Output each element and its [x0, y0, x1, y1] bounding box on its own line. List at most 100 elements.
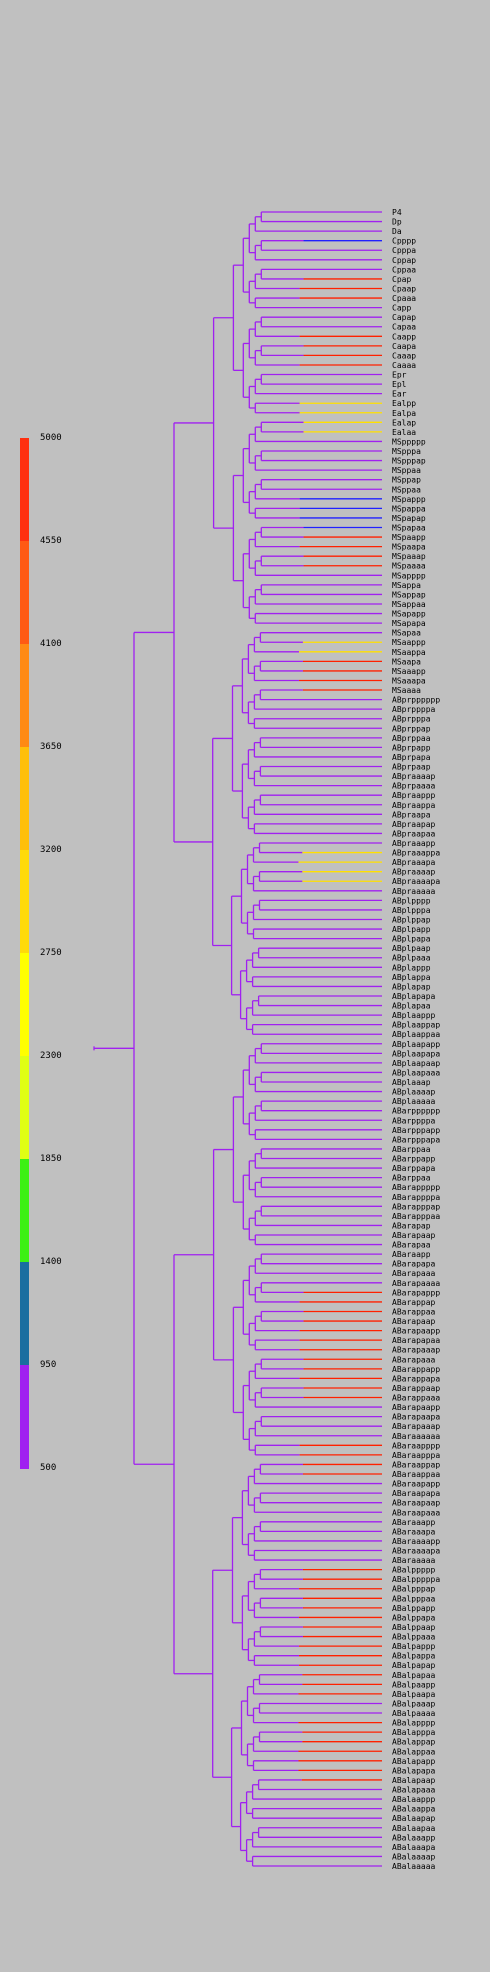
cell-label: ABplapaa: [392, 1002, 431, 1011]
cell-label: ABplaappap: [392, 1021, 440, 1030]
cell-label: ABarapaaap: [392, 1422, 440, 1431]
cell-label: ABalppaaa: [392, 1633, 436, 1642]
cell-label: ABarppaa: [392, 1174, 431, 1183]
cell-label: ABarapaaap: [392, 1346, 440, 1355]
cell-label: ABalaapap: [392, 1814, 436, 1823]
cell-label: ABplaaaaa: [392, 1097, 436, 1106]
cell-label: ABplappp: [392, 963, 431, 972]
cell-label: ABprpaaaa: [392, 782, 436, 791]
cell-label: ABarppaa: [392, 1145, 431, 1154]
cell-label: Capaa: [392, 323, 416, 332]
cell-label: ABprpapp: [392, 743, 431, 752]
cell-label: ABprpppppp: [392, 696, 440, 705]
cell-label: ABalapaap: [392, 1776, 436, 1785]
cell-label: ABaraaaapp: [392, 1537, 440, 1546]
cell-label: Capp: [392, 304, 411, 313]
cell-label: MSpaaap: [392, 552, 426, 561]
cell-label: ABalpapap: [392, 1661, 436, 1670]
cell-label: ABalappap: [392, 1738, 436, 1747]
cell-label: ABalppaap: [392, 1623, 436, 1632]
cell-label: Epr: [392, 371, 407, 380]
cell-label: MSpaapp: [392, 533, 426, 542]
cell-label: ABplapapa: [392, 992, 436, 1001]
cell-label: MSaaapp: [392, 667, 426, 676]
cell-label: ABplpppp: [392, 896, 431, 905]
cell-label: ABplaapaap: [392, 1059, 440, 1068]
cell-label: ABarppapa: [392, 1164, 436, 1173]
cell-label: ABpraaaapa: [392, 877, 440, 886]
cell-label: ABpraaaap: [392, 772, 436, 781]
cell-label: ABalaappp: [392, 1795, 436, 1804]
cell-label: ABalaaaap: [392, 1852, 436, 1861]
cell-label: ABarapaaa: [392, 1269, 436, 1278]
cell-label: ABplaapapa: [392, 1049, 440, 1058]
cell-label: MSaapa: [392, 657, 421, 666]
cell-label: ABarapap: [392, 1221, 431, 1230]
cell-label: MSaappp: [392, 638, 426, 647]
color-scale-legend: 5000 4550 4100 3650 3200 2750 2300 1850 1400 950 5…: [0, 0, 80, 1972]
cell-label: MSpppap: [392, 457, 426, 466]
cell-label: ABalpappa: [392, 1652, 436, 1661]
cell-label: MSapppp: [392, 571, 426, 580]
cell-label: ABalapaaa: [392, 1786, 436, 1795]
cell-label: ABplaappaa: [392, 1030, 440, 1039]
cell-label: ABplaapaaa: [392, 1068, 440, 1077]
cell-label: ABaraaaaaa: [392, 1432, 440, 1441]
cell-label: ABplaaaap: [392, 1088, 436, 1097]
cell-label: ABpraaappa: [392, 849, 440, 858]
cell-label: ABprppap: [392, 724, 431, 733]
legend-color-band: [20, 1262, 29, 1366]
legend-tick-label: 500: [40, 1463, 57, 1473]
cell-label: ABpraappp: [392, 791, 436, 800]
cell-label: ABarapaaaa: [392, 1279, 440, 1288]
cell-label: ABalpppppa: [392, 1575, 440, 1584]
cell-label: ABplpapa: [392, 935, 431, 944]
cell-label: ABalppapp: [392, 1604, 436, 1613]
cell-label: Caapa: [392, 342, 416, 351]
cell-label: MSpapap: [392, 514, 426, 523]
cell-label: MSappa: [392, 581, 421, 590]
legend-color-band: [20, 1056, 29, 1160]
cell-label: ABalapapp: [392, 1757, 436, 1766]
legend-tick-label: 2750: [40, 948, 62, 958]
cell-label: ABplppap: [392, 915, 431, 924]
cell-label: ABaraaaaa: [392, 1556, 436, 1565]
legend-color-band: [20, 438, 29, 542]
cell-label: ABarapppaa: [392, 1212, 440, 1221]
cell-label: Epl: [392, 380, 407, 389]
cell-label: ABpraaaap: [392, 868, 436, 877]
cell-label: ABalapapa: [392, 1766, 436, 1775]
cell-label: Ealaa: [392, 428, 416, 437]
cell-label: MSpappa: [392, 504, 426, 513]
cell-label: ABarapaap: [392, 1317, 436, 1326]
cell-label: ABarappaap: [392, 1384, 440, 1393]
cell-label: Cpaaa: [392, 294, 416, 303]
legend-tick-label: 1400: [40, 1257, 62, 1267]
cell-label: ABalaaaaa: [392, 1862, 436, 1871]
cell-label: ABarapaapp: [392, 1327, 440, 1336]
cell-label: ABpraaapp: [392, 839, 436, 848]
cell-label: MSaaapa: [392, 676, 426, 685]
cell-label: MSppaa: [392, 466, 421, 475]
cell-label: MSpappp: [392, 495, 426, 504]
legend-color-band: [20, 1159, 29, 1263]
cell-label: P4: [392, 208, 402, 217]
cell-label: Dp: [392, 218, 402, 227]
legend-color-band: [20, 1365, 29, 1469]
cell-label: ABarapaap: [392, 1231, 436, 1240]
cell-label: ABarappapa: [392, 1374, 440, 1383]
cell-label: ABarappaa: [392, 1307, 436, 1316]
cell-label: ABalaaapp: [392, 1833, 436, 1842]
cell-label: MSaappa: [392, 648, 426, 657]
cell-label: ABpraapa: [392, 810, 431, 819]
cell-label: ABarappppa: [392, 1193, 440, 1202]
cell-label: Cppaa: [392, 265, 416, 274]
cell-label: ABarapapa: [392, 1260, 436, 1269]
cell-label: Cpppa: [392, 246, 416, 255]
cell-label: ABprpapa: [392, 753, 431, 762]
cell-label: ABaraapp: [392, 1250, 431, 1259]
cell-label: ABalpaaaa: [392, 1709, 436, 1718]
cell-label: ABalpappp: [392, 1642, 436, 1651]
cell-label: ABarapaa: [392, 1241, 431, 1250]
cell-label: Ealap: [392, 418, 416, 427]
